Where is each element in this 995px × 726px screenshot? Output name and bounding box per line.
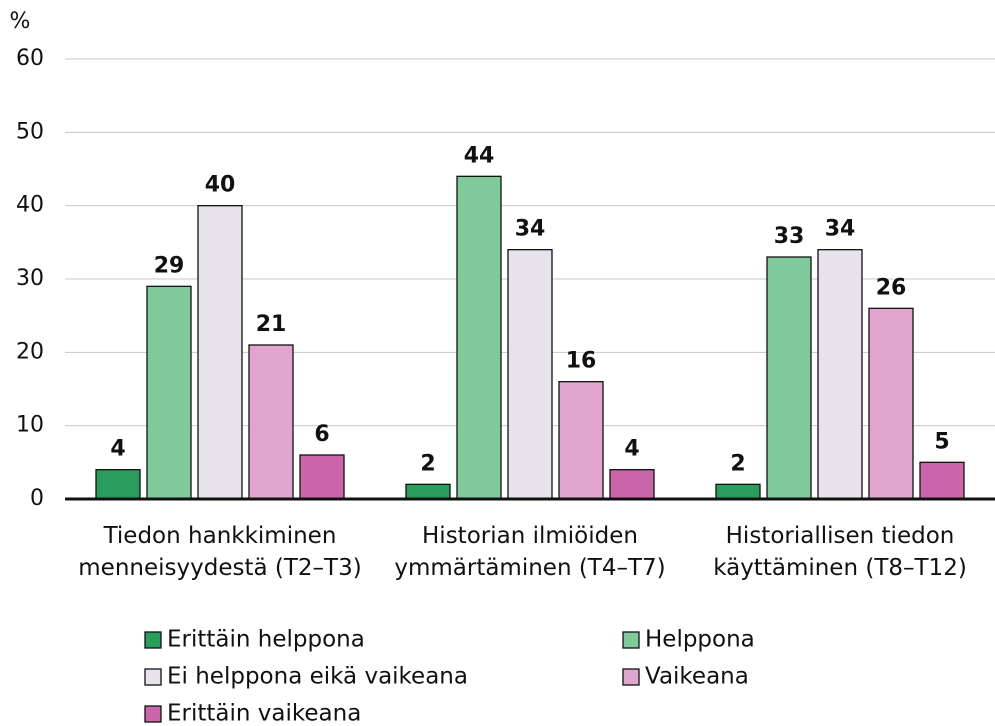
y-tick-label: 40 [16,193,44,218]
y-tick-label: 50 [16,119,44,144]
data-label: 40 [205,173,236,198]
bar [766,256,812,500]
bar [558,381,604,500]
y-tick-label: 0 [30,486,44,511]
data-label: 34 [515,217,546,242]
legend-swatch [622,668,640,686]
legend-label: Vaikeana [645,664,749,690]
bar [405,483,451,500]
bar [146,285,192,500]
data-label: 6 [314,422,329,447]
legend-swatch [144,631,162,649]
data-label: 34 [825,217,856,242]
data-label: 5 [934,429,949,454]
data-label: 2 [730,451,745,476]
data-label: 21 [256,312,287,337]
legend-label: Helppona [645,627,755,653]
bar [609,469,655,500]
data-label: 2 [420,451,435,476]
legend-label: Erittäin vaikeana [167,701,361,726]
data-label: 44 [464,143,495,168]
y-tick-label: 20 [16,339,44,364]
legend-swatch [622,631,640,649]
bar [95,469,141,500]
y-tick-label: 30 [16,266,44,291]
data-label: 16 [566,349,597,374]
data-label: 4 [624,437,639,462]
bar [919,461,965,500]
y-tick-label: 60 [16,46,44,71]
bar [715,483,761,500]
bar [868,307,914,500]
bar [456,175,502,500]
data-label: 4 [110,437,125,462]
x-tick-label: Tiedon hankkiminen menneisyydestä (T2–T3… [78,523,362,581]
legend-label: Erittäin helppona [167,627,365,653]
x-tick-label: Historiallisen tiedon käyttäminen (T8–T1… [713,523,967,581]
x-tick-label: Historian ilmiöiden ymmärtäminen (T4–T7) [394,523,666,581]
bar [507,249,553,500]
data-label: 33 [774,224,805,249]
data-label: 26 [876,275,907,300]
data-label: 29 [154,253,185,278]
legend-label: Ei helppona eikä vaikeana [167,664,468,690]
legend-swatch [144,668,162,686]
legend-swatch [144,705,162,723]
y-tick-label: 10 [16,413,44,438]
y-unit: % [10,9,31,34]
bar [197,205,243,500]
bar [299,454,345,500]
bar [248,344,294,500]
bar [817,249,863,500]
